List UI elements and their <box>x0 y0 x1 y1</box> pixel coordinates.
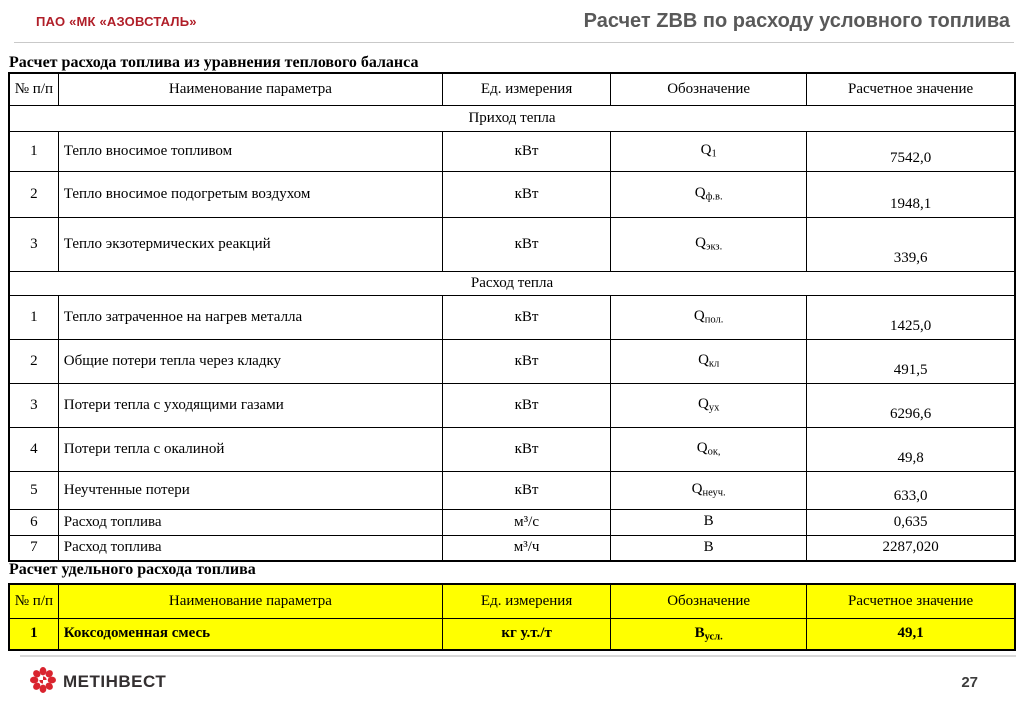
table-header-row: № п/п Наименование параметра Ед. измерен… <box>8 583 1016 619</box>
col-header-value: Расчетное значение <box>806 72 1016 106</box>
unit-cell: кВт <box>442 426 612 472</box>
col-header-unit: Ед. измерения <box>442 583 612 619</box>
table-row: 3 Потери тепла с уходящими газами кВт Qу… <box>8 382 1016 428</box>
top-bar: ПАО «МК «АЗОВСТАЛЬ» Расчет ZBB по расход… <box>14 0 1014 43</box>
param-name-cell: Расход топлива <box>57 508 444 536</box>
unit-cell: кг у.т./т <box>442 617 612 651</box>
specific-fuel-table: № п/п Наименование параметра Ед. измерен… <box>8 583 1016 651</box>
logo-text: МЕТІНВЕСТ <box>63 672 167 691</box>
unit-cell: кВт <box>442 130 612 172</box>
unit-cell: м³/с <box>442 508 612 536</box>
row-num-cell: 2 <box>8 338 59 384</box>
value-cell: 49,1 <box>806 617 1016 651</box>
param-name-cell: Общие потери тепла через кладку <box>57 338 444 384</box>
col-header-num: № п/п <box>8 583 59 619</box>
designation-cell: Qкл <box>610 338 808 384</box>
row-num-cell: 1 <box>8 617 59 651</box>
col-header-designation: Обозначение <box>610 72 808 106</box>
col-header-parameter: Наименование параметра <box>57 583 444 619</box>
value-cell: 633,0 <box>806 470 1016 510</box>
unit-cell: кВт <box>442 382 612 428</box>
metinvest-logo: МЕТІНВЕСТ <box>30 666 167 698</box>
footer-divider <box>20 655 1016 657</box>
designation-cell: Qок, <box>610 426 808 472</box>
col-header-value: Расчетное значение <box>806 583 1016 619</box>
value-cell: 2287,020 <box>806 534 1016 562</box>
table-row: 2 Общие потери тепла через кладку кВт Qк… <box>8 338 1016 384</box>
designation-cell: В <box>610 534 808 562</box>
table-row: 3 Тепло экзотермических реакций кВт Qэкз… <box>8 216 1016 272</box>
section-title: Приход тепла <box>8 104 1016 132</box>
value-cell: 6296,6 <box>806 382 1016 428</box>
designation-cell: Q1 <box>610 130 808 172</box>
param-name-cell: Тепло экзотермических реакций <box>57 216 444 272</box>
value-cell: 1948,1 <box>806 170 1016 218</box>
unit-cell: кВт <box>442 170 612 218</box>
param-name-cell: Тепло затраченное на нагрев металла <box>57 294 444 340</box>
section-row-expense: Расход тепла <box>8 270 1016 296</box>
unit-cell: кВт <box>442 338 612 384</box>
value-cell: 1425,0 <box>806 294 1016 340</box>
value-cell: 49,8 <box>806 426 1016 472</box>
col-header-unit: Ед. измерения <box>442 72 612 106</box>
param-name-cell: Потери тепла с окалиной <box>57 426 444 472</box>
metinvest-flower-icon <box>30 666 56 698</box>
heat-balance-table: № п/п Наименование параметра Ед. измерен… <box>8 72 1016 562</box>
row-num-cell: 1 <box>8 294 59 340</box>
param-name-cell: Коксодоменная смесь <box>57 617 444 651</box>
row-num-cell: 3 <box>8 216 59 272</box>
table-row: 4 Потери тепла с окалиной кВт Qок, 49,8 <box>8 426 1016 472</box>
row-num-cell: 2 <box>8 170 59 218</box>
value-cell: 491,5 <box>806 338 1016 384</box>
footer: МЕТІНВЕСТ 27 <box>30 660 994 704</box>
table-row: 1 Тепло вносимое топливом кВт Q1 7542,0 <box>8 130 1016 172</box>
table-row: 1 Тепло затраченное на нагрев металла кВ… <box>8 294 1016 340</box>
table-header-row: № п/п Наименование параметра Ед. измерен… <box>8 72 1016 106</box>
table-row: 6 Расход топлива м³/с В 0,635 <box>8 508 1016 536</box>
section-title: Расход тепла <box>8 270 1016 296</box>
table-row: 7 Расход топлива м³/ч В 2287,020 <box>8 534 1016 562</box>
unit-cell: кВт <box>442 470 612 510</box>
param-name-cell: Тепло вносимое подогретым воздухом <box>57 170 444 218</box>
unit-cell: м³/ч <box>442 534 612 562</box>
param-name-cell: Неучтенные потери <box>57 470 444 510</box>
value-cell: 0,635 <box>806 508 1016 536</box>
col-header-parameter: Наименование параметра <box>57 72 444 106</box>
row-num-cell: 3 <box>8 382 59 428</box>
page-number: 27 <box>961 673 978 691</box>
designation-cell: Qнеуч. <box>610 470 808 510</box>
unit-cell: кВт <box>442 294 612 340</box>
table-row: 1 Коксодоменная смесь кг у.т./т Вусл. 49… <box>8 617 1016 651</box>
designation-cell: Qф.в. <box>610 170 808 218</box>
designation-cell: Qух <box>610 382 808 428</box>
table1-heading: Расчет расхода топлива из уравнения тепл… <box>9 54 419 71</box>
row-num-cell: 7 <box>8 534 59 562</box>
slide-title: Расчет ZBB по расходу условного топлива <box>583 9 1010 32</box>
row-num-cell: 1 <box>8 130 59 172</box>
row-num-cell: 5 <box>8 470 59 510</box>
table2-heading: Расчет удельного расхода топлива <box>9 561 256 578</box>
company-label: ПАО «МК «АЗОВСТАЛЬ» <box>36 13 197 29</box>
param-name-cell: Потери тепла с уходящими газами <box>57 382 444 428</box>
designation-cell: Qэкз. <box>610 216 808 272</box>
section-row-income: Приход тепла <box>8 104 1016 132</box>
param-name-cell: Расход топлива <box>57 534 444 562</box>
col-header-num: № п/п <box>8 72 59 106</box>
designation-cell: В <box>610 508 808 536</box>
param-name-cell: Тепло вносимое топливом <box>57 130 444 172</box>
value-cell: 7542,0 <box>806 130 1016 172</box>
row-num-cell: 4 <box>8 426 59 472</box>
table-row: 2 Тепло вносимое подогретым воздухом кВт… <box>8 170 1016 218</box>
unit-cell: кВт <box>442 216 612 272</box>
col-header-designation: Обозначение <box>610 583 808 619</box>
designation-cell: Qпол. <box>610 294 808 340</box>
value-cell: 339,6 <box>806 216 1016 272</box>
row-num-cell: 6 <box>8 508 59 536</box>
designation-cell: Вусл. <box>610 617 808 651</box>
table-row: 5 Неучтенные потери кВт Qнеуч. 633,0 <box>8 470 1016 510</box>
